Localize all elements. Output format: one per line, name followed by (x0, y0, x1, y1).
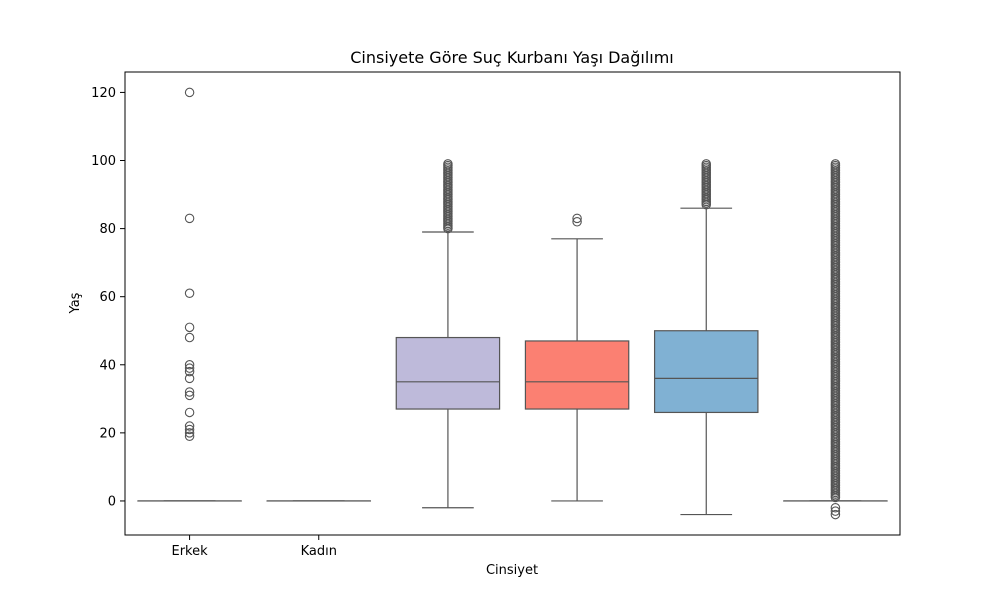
box-group-4 (653, 159, 759, 516)
outlier-point (184, 360, 195, 370)
outlier-point (184, 373, 195, 384)
x-axis-label: Cinsiyet (486, 563, 538, 578)
chart-title: Cinsiyete Göre Suç Kurbanı Yaşı Dağılımı (350, 48, 674, 67)
box-group-3 (524, 213, 630, 502)
y-axis-label: Yaş (68, 292, 83, 314)
outlier-point (701, 159, 711, 169)
outlier-point (443, 159, 453, 169)
x-axis: Erkek Kadın (172, 535, 337, 559)
outlier-point (184, 322, 195, 333)
outlier-point (184, 421, 195, 431)
outlier-point (184, 431, 195, 442)
box (395, 336, 501, 410)
box-group-5 (783, 159, 888, 520)
outlier-point (830, 506, 841, 516)
y-tick-label: 0 (108, 494, 116, 509)
plot-area (137, 87, 888, 520)
y-tick-label: 60 (99, 290, 116, 305)
y-tick-label: 20 (99, 426, 116, 441)
outlier-point (184, 428, 195, 438)
outlier-point (830, 503, 841, 513)
outlier-point (184, 366, 195, 377)
outlier-point (184, 387, 195, 397)
outlier-point (572, 217, 582, 227)
y-axis: 0 20 40 60 80 100 120 (91, 86, 125, 509)
y-tick-label: 40 (99, 358, 116, 373)
outlier-point (184, 87, 195, 98)
box-group-0 (137, 87, 242, 502)
outlier-point (184, 213, 195, 224)
outlier-point (184, 363, 195, 373)
outlier-point (184, 424, 195, 435)
outlier-point (572, 213, 582, 224)
x-tick-label: Kadın (301, 544, 337, 559)
box-group-2 (395, 159, 501, 509)
outlier-point (830, 159, 841, 169)
outlier-point (184, 390, 195, 401)
box (524, 340, 630, 410)
outlier-point (184, 332, 195, 343)
outlier-point (184, 407, 195, 418)
plot-frame (124, 71, 901, 536)
y-tick-label: 100 (91, 154, 116, 169)
y-tick-label: 120 (91, 86, 116, 101)
outlier-point (184, 288, 195, 299)
box (653, 330, 759, 414)
x-tick-label: Erkek (172, 544, 209, 559)
outlier-point (830, 509, 841, 520)
y-tick-label: 80 (99, 222, 116, 237)
